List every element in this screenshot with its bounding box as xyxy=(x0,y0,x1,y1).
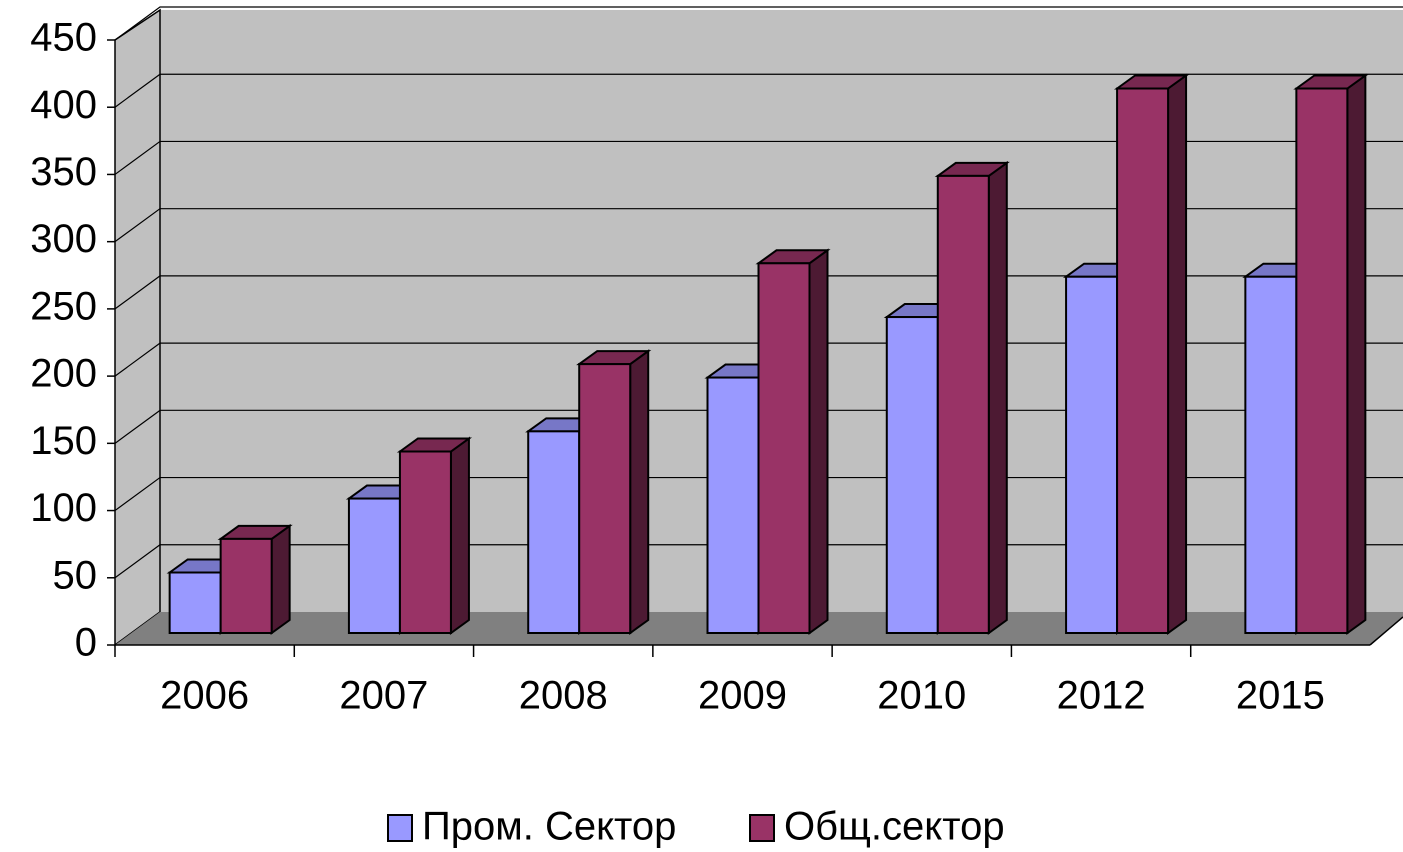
grid-line xyxy=(114,140,1403,175)
y-tick-label: 350 xyxy=(30,150,97,194)
bar xyxy=(168,571,222,634)
bar-side xyxy=(270,523,291,635)
legend-swatch xyxy=(387,814,413,842)
bar-side xyxy=(449,436,470,635)
y-tick-label: 450 xyxy=(30,16,97,60)
bar xyxy=(1065,275,1119,634)
y-tick-label: 250 xyxy=(30,284,97,328)
bar-side xyxy=(629,349,650,635)
bar xyxy=(398,450,452,634)
bar xyxy=(527,430,581,635)
x-tick-label: 2006 xyxy=(160,674,249,718)
bar xyxy=(1116,87,1170,634)
bar-side xyxy=(1346,73,1367,635)
bar-side xyxy=(1167,73,1188,635)
bar xyxy=(347,497,401,634)
bar xyxy=(219,537,273,635)
bar-side xyxy=(808,248,829,635)
y-tick-label: 200 xyxy=(30,352,97,396)
y-tick-label: 50 xyxy=(53,553,98,597)
x-tick-label: 2007 xyxy=(339,674,428,718)
x-tick-label: 2008 xyxy=(519,674,608,718)
bar xyxy=(885,316,939,634)
bar-side xyxy=(987,160,1008,635)
x-axis-edge xyxy=(1369,616,1403,646)
bar xyxy=(1244,275,1298,634)
bar xyxy=(706,376,760,634)
y-tick-label: 100 xyxy=(30,486,97,530)
y-tick-label: 300 xyxy=(30,217,97,261)
x-tick-label: 2010 xyxy=(877,674,966,718)
x-tick-label: 2009 xyxy=(698,674,787,718)
legend-swatch xyxy=(749,814,775,842)
y-tick-label: 400 xyxy=(30,83,97,127)
x-tick-label: 2012 xyxy=(1057,674,1146,718)
legend-label: Общ.сектор xyxy=(784,805,1005,849)
y-tick-label: 150 xyxy=(30,419,97,463)
legend-label: Пром. Сектор xyxy=(422,805,676,849)
grid-line xyxy=(114,6,1403,41)
bar xyxy=(578,363,632,634)
grid-line xyxy=(114,73,1403,108)
bar xyxy=(936,174,990,634)
y-tick-label: 0 xyxy=(75,621,97,665)
x-tick-label: 2015 xyxy=(1236,674,1325,718)
bar xyxy=(757,262,811,634)
bar xyxy=(1295,87,1349,634)
